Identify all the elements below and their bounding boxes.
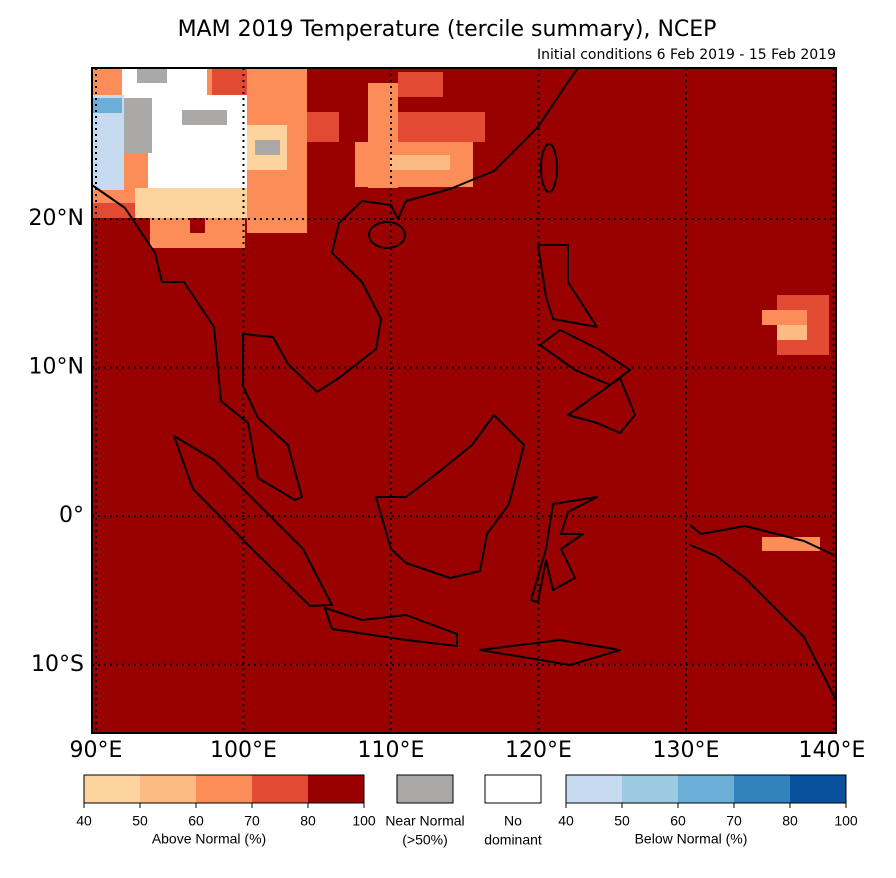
lat-label: 10°S xyxy=(31,652,84,677)
colorbar-tick-label: 60 xyxy=(670,813,686,829)
cell xyxy=(255,140,280,155)
coastline xyxy=(375,414,525,579)
coastline xyxy=(368,221,406,249)
graticule xyxy=(92,68,836,733)
colorbar-segment xyxy=(790,775,846,803)
cell xyxy=(777,325,807,340)
lon-label: 100°E xyxy=(210,738,277,763)
subtitle: Initial conditions 6 Feb 2019 - 15 Feb 2… xyxy=(537,47,836,63)
coastline xyxy=(539,329,631,386)
legend-label: No xyxy=(504,813,522,829)
cell xyxy=(135,188,247,218)
lon-label: 90°E xyxy=(70,738,123,763)
lat-label: 20°N xyxy=(29,206,84,231)
legend-label: dominant xyxy=(484,832,542,848)
lon-label: 140°E xyxy=(799,738,866,763)
colorbar-segment xyxy=(84,775,140,803)
colorbar-label: Above Normal (%) xyxy=(152,831,266,847)
lon-label: 130°E xyxy=(653,738,720,763)
colorbar-tick-label: 80 xyxy=(300,813,316,829)
colorbar-segment xyxy=(734,775,790,803)
colorbar-tick-label: 50 xyxy=(614,813,630,829)
map xyxy=(91,67,837,734)
cell xyxy=(398,72,443,97)
colorbar-tick-label: 70 xyxy=(726,813,742,829)
colorbar-segment xyxy=(308,775,364,803)
cell xyxy=(137,68,167,83)
cell xyxy=(762,310,807,325)
legend: 40 50 60 70 80 100 Above Normal (%) 40 50 60 70 80 1… xyxy=(76,774,858,848)
coastline xyxy=(689,524,837,701)
colorbar-tick-label: 60 xyxy=(188,813,204,829)
colorbar-tick-label: 40 xyxy=(558,813,574,829)
cell xyxy=(182,110,227,125)
probability-cells xyxy=(92,68,829,551)
cell xyxy=(762,537,820,551)
cell xyxy=(307,112,339,142)
cell xyxy=(398,112,485,142)
coastline xyxy=(173,435,333,607)
coastline xyxy=(91,67,579,501)
lon-label: 110°E xyxy=(358,738,425,763)
colorbar-frame xyxy=(83,774,365,804)
cell xyxy=(122,98,152,153)
coastline xyxy=(479,639,621,666)
colorbar-frame xyxy=(565,774,847,804)
colorbar-tick-label: 100 xyxy=(834,813,858,829)
colorbar-segment xyxy=(678,775,734,803)
legend-swatch xyxy=(396,774,454,804)
cell xyxy=(190,218,205,233)
colorbar-segment xyxy=(252,775,308,803)
coastline xyxy=(530,496,598,603)
colorbar-label: Below Normal (%) xyxy=(635,831,748,847)
colorbar-tick-label: 100 xyxy=(352,813,376,829)
cell xyxy=(390,155,450,170)
colorbar-segment xyxy=(196,775,252,803)
coastline xyxy=(537,244,598,328)
cell xyxy=(148,95,248,190)
lon-label: 120°E xyxy=(505,738,572,763)
colorbar-segment xyxy=(566,775,622,803)
coastline xyxy=(324,607,458,647)
colorbar-tick-label: 70 xyxy=(244,813,260,829)
coastline xyxy=(540,143,558,193)
cell xyxy=(92,98,122,113)
coastlines xyxy=(91,67,837,701)
title: MAM 2019 Temperature (tercile summary), … xyxy=(178,17,717,42)
colorbar-segment xyxy=(140,775,196,803)
legend-label: Near Normal xyxy=(385,813,464,829)
map-frame xyxy=(91,67,837,734)
colorbar-tick-label: 40 xyxy=(76,813,92,829)
lat-label: 10°N xyxy=(29,355,84,380)
colorbar-segment xyxy=(622,775,678,803)
colorbar-tick-label: 80 xyxy=(782,813,798,829)
legend-swatch xyxy=(484,774,542,804)
lat-label: 0° xyxy=(59,503,84,528)
colorbar-tick-label: 50 xyxy=(132,813,148,829)
legend-label: (>50%) xyxy=(402,832,448,848)
